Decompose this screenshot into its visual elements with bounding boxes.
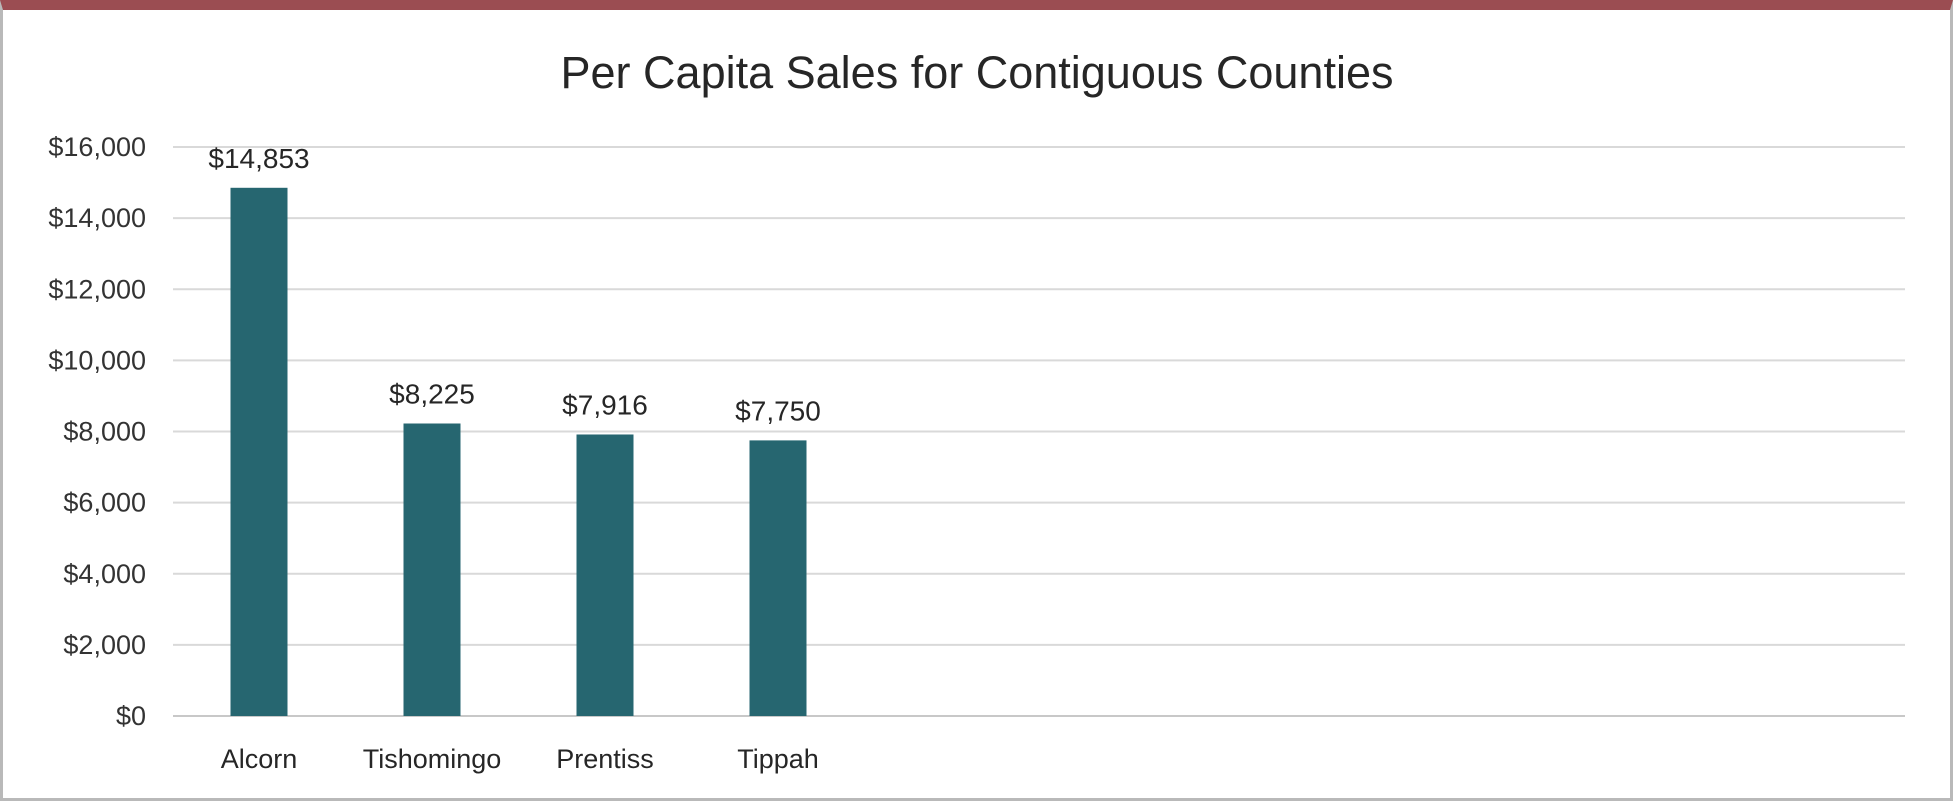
x-tick-label: Tippah	[737, 744, 819, 774]
data-labels: $14,853 $8,225 $7,916 $7,750	[208, 143, 820, 427]
y-tick-label: $12,000	[48, 274, 146, 304]
bars	[230, 187, 807, 717]
bar	[749, 440, 807, 716]
data-label: $14,853	[208, 143, 309, 174]
y-tick-label: $2,000	[63, 630, 146, 660]
bar	[403, 423, 461, 716]
gridlines	[173, 146, 1905, 717]
y-tick-label: $10,000	[48, 345, 146, 375]
chart-title: Per Capita Sales for Contiguous Counties	[561, 47, 1394, 98]
y-axis-ticks: $0 $2,000 $4,000 $6,000 $8,000 $10,000 $12,000…	[48, 132, 146, 731]
x-axis-labels: Alcorn Tishomingo Prentiss Tippah	[221, 744, 819, 774]
x-tick-label: Tishomingo	[363, 744, 502, 774]
x-tick-label: Prentiss	[556, 744, 654, 774]
y-tick-label: $8,000	[63, 417, 146, 447]
data-label: $8,225	[389, 378, 475, 409]
data-label: $7,750	[735, 395, 821, 426]
bar	[230, 187, 288, 717]
y-tick-label: $6,000	[63, 488, 146, 518]
y-tick-label: $0	[116, 701, 146, 731]
x-tick-label: Alcorn	[221, 744, 298, 774]
y-tick-label: $14,000	[48, 203, 146, 233]
y-tick-label: $16,000	[48, 132, 146, 162]
bar	[576, 434, 634, 716]
y-tick-label: $4,000	[63, 559, 146, 589]
data-label: $7,916	[562, 389, 648, 420]
